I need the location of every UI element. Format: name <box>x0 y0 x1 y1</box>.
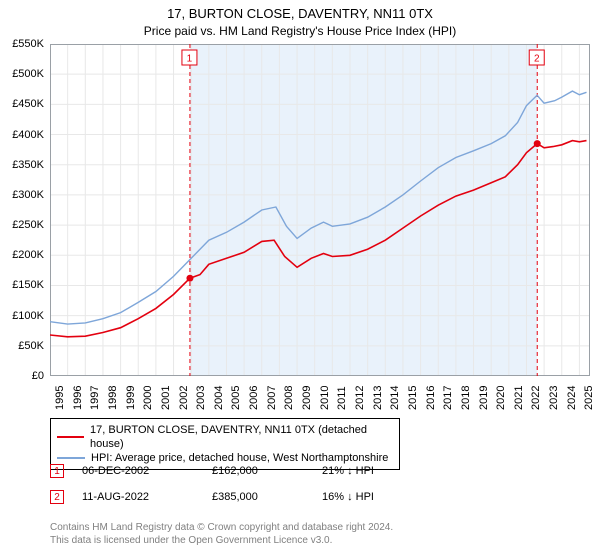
y-tick: £50K <box>0 340 44 352</box>
sale-delta: 21% ↓ HPI <box>322 465 374 477</box>
y-tick: £500K <box>0 68 44 80</box>
sale-date: 11-AUG-2022 <box>82 491 212 503</box>
sale-price: £162,000 <box>212 465 322 477</box>
x-tick: 2007 <box>266 386 278 410</box>
x-tick: 2024 <box>566 386 578 410</box>
x-tick: 2025 <box>583 386 595 410</box>
x-tick: 2010 <box>319 386 331 410</box>
x-tick: 2002 <box>178 386 190 410</box>
legend-label: 17, BURTON CLOSE, DAVENTRY, NN11 0TX (de… <box>90 423 393 451</box>
x-tick: 2011 <box>336 386 348 410</box>
y-tick: £400K <box>0 129 44 141</box>
legend-swatch <box>57 436 84 438</box>
x-tick: 2016 <box>425 386 437 410</box>
sale-marker: 2 <box>50 490 64 504</box>
x-tick: 2004 <box>213 386 225 410</box>
x-tick: 2014 <box>389 386 401 410</box>
x-tick: 2023 <box>548 386 560 410</box>
chart-legend: 17, BURTON CLOSE, DAVENTRY, NN11 0TX (de… <box>50 418 400 470</box>
chart-title: 17, BURTON CLOSE, DAVENTRY, NN11 0TX <box>0 6 600 21</box>
x-tick: 1999 <box>125 386 137 410</box>
x-tick: 2000 <box>142 386 154 410</box>
sale-row: 2 11-AUG-2022£385,00016% ↓ HPI <box>50 490 570 504</box>
x-tick: 2003 <box>195 386 207 410</box>
x-tick: 2017 <box>442 386 454 410</box>
y-tick: £0 <box>0 370 44 382</box>
x-tick: 1998 <box>107 386 119 410</box>
y-tick: £550K <box>0 38 44 50</box>
x-tick: 2012 <box>354 386 366 410</box>
x-tick: 2013 <box>372 386 384 410</box>
x-tick: 1997 <box>89 386 101 410</box>
price-chart: 12 <box>50 44 590 376</box>
y-tick: £150K <box>0 279 44 291</box>
chart-subtitle: Price paid vs. HM Land Registry's House … <box>0 24 600 38</box>
y-tick: £200K <box>0 249 44 261</box>
y-tick: £450K <box>0 98 44 110</box>
x-tick: 2009 <box>301 386 313 410</box>
x-tick: 2008 <box>283 386 295 410</box>
x-tick: 2019 <box>478 386 490 410</box>
legend-item: 17, BURTON CLOSE, DAVENTRY, NN11 0TX (de… <box>57 423 393 451</box>
legend-swatch <box>57 457 85 459</box>
y-tick: £250K <box>0 219 44 231</box>
legend-item: HPI: Average price, detached house, West… <box>57 451 393 465</box>
x-tick: 2021 <box>513 386 525 410</box>
attribution-line: This data is licensed under the Open Gov… <box>50 535 332 546</box>
svg-text:1: 1 <box>187 54 193 65</box>
x-tick: 2020 <box>495 386 507 410</box>
x-tick: 1995 <box>54 386 66 410</box>
sale-price: £385,000 <box>212 491 322 503</box>
x-tick: 2006 <box>248 386 260 410</box>
attribution-line: Contains HM Land Registry data © Crown c… <box>50 522 393 533</box>
x-tick: 2018 <box>460 386 472 410</box>
sale-row: 1 06-DEC-2002£162,00021% ↓ HPI <box>50 464 570 478</box>
x-tick: 2022 <box>530 386 542 410</box>
sale-delta: 16% ↓ HPI <box>322 491 374 503</box>
svg-text:2: 2 <box>534 54 540 65</box>
x-tick: 1996 <box>72 386 84 410</box>
legend-label: HPI: Average price, detached house, West… <box>91 451 388 465</box>
x-tick: 2001 <box>160 386 172 410</box>
x-tick: 2015 <box>407 386 419 410</box>
x-tick: 2005 <box>230 386 242 410</box>
sale-marker: 1 <box>50 464 64 478</box>
y-tick: £300K <box>0 189 44 201</box>
y-tick: £100K <box>0 310 44 322</box>
sale-date: 06-DEC-2002 <box>82 465 212 477</box>
y-tick: £350K <box>0 159 44 171</box>
